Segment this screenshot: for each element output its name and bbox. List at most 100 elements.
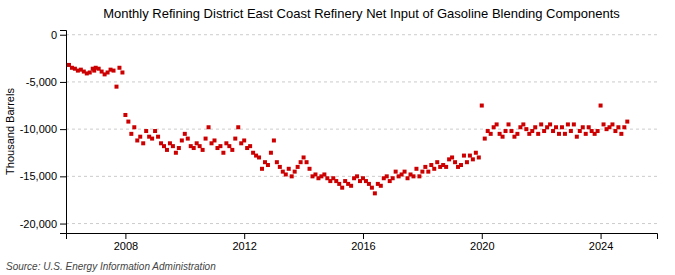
tick-mark — [60, 129, 66, 130]
point — [423, 165, 427, 169]
point — [480, 104, 484, 108]
point — [619, 132, 623, 136]
point — [112, 69, 116, 73]
point — [174, 151, 178, 155]
grid-line — [66, 81, 657, 82]
point — [218, 144, 222, 148]
point — [260, 167, 264, 171]
point — [610, 122, 614, 126]
point — [426, 170, 430, 174]
tick-mark — [60, 224, 66, 225]
tick-label: -5,000 — [26, 76, 57, 88]
point — [337, 182, 341, 186]
point — [501, 135, 505, 139]
point — [230, 148, 234, 152]
point — [269, 151, 273, 155]
point — [533, 125, 537, 129]
tick: -5,000 — [26, 76, 66, 88]
point — [120, 70, 124, 74]
point — [266, 163, 270, 167]
point — [293, 170, 297, 174]
point — [141, 141, 145, 145]
point — [495, 122, 499, 126]
point — [468, 154, 472, 158]
point — [432, 167, 436, 171]
point — [212, 138, 216, 142]
tick: 2008 — [114, 233, 138, 252]
point — [114, 85, 118, 89]
point — [530, 129, 534, 133]
title: Monthly Refining District East Coast Ref… — [103, 6, 620, 21]
point — [385, 174, 389, 178]
tick-mark — [60, 82, 66, 83]
point — [227, 144, 231, 148]
point — [171, 144, 175, 148]
tick: 2024 — [589, 233, 613, 252]
point — [221, 151, 225, 155]
tick-label: 0 — [51, 29, 57, 41]
point — [183, 132, 187, 136]
point — [613, 129, 617, 133]
point — [156, 135, 160, 139]
axis-line — [60, 31, 67, 234]
point — [417, 174, 421, 178]
point — [548, 122, 552, 126]
point — [406, 176, 410, 180]
point — [367, 182, 371, 186]
point — [302, 155, 306, 159]
tick-mark — [60, 176, 66, 177]
chart: 200820122016202020240-5,000-10,000-15,00… — [0, 0, 675, 275]
tick-mark — [601, 233, 602, 239]
point — [435, 160, 439, 164]
point — [411, 174, 415, 178]
point — [616, 125, 620, 129]
point — [602, 122, 606, 126]
point — [299, 160, 303, 164]
point — [204, 137, 208, 141]
point — [373, 191, 377, 195]
tick: 2012 — [232, 233, 256, 252]
point — [420, 170, 424, 174]
point — [581, 125, 585, 129]
point — [186, 137, 190, 141]
point — [575, 135, 579, 139]
point — [587, 125, 591, 129]
point — [471, 157, 475, 161]
point — [370, 186, 374, 190]
x-axis: 2008 2012 2016 2020 2024 — [67, 233, 658, 252]
y-axis-label: Thousand Barrels — [4, 88, 16, 175]
point — [201, 148, 205, 152]
point — [539, 122, 543, 126]
point — [355, 174, 359, 178]
tick: 2020 — [470, 233, 494, 252]
point — [278, 165, 282, 169]
point — [180, 138, 184, 142]
point — [322, 172, 326, 176]
point — [153, 129, 157, 133]
point — [287, 167, 291, 171]
tick-label: -20,000 — [20, 218, 57, 230]
point — [308, 167, 312, 171]
tick-label: 2024 — [589, 240, 613, 252]
point — [453, 160, 457, 164]
point — [177, 146, 181, 150]
point — [596, 129, 600, 133]
point — [429, 163, 433, 167]
plot: 200820122016202020240-5,000-10,000-15,00… — [20, 29, 658, 252]
point — [622, 125, 626, 129]
point — [403, 170, 407, 174]
point — [572, 122, 576, 126]
point — [450, 155, 454, 159]
point — [391, 176, 395, 180]
point — [233, 137, 237, 141]
point — [524, 127, 528, 131]
point — [477, 155, 481, 159]
point — [313, 172, 317, 176]
point — [88, 70, 92, 74]
point — [198, 144, 202, 148]
point — [584, 132, 588, 136]
tick-label: 2012 — [232, 240, 256, 252]
point — [566, 122, 570, 126]
point — [504, 129, 508, 133]
tick-label: 2016 — [351, 240, 375, 252]
